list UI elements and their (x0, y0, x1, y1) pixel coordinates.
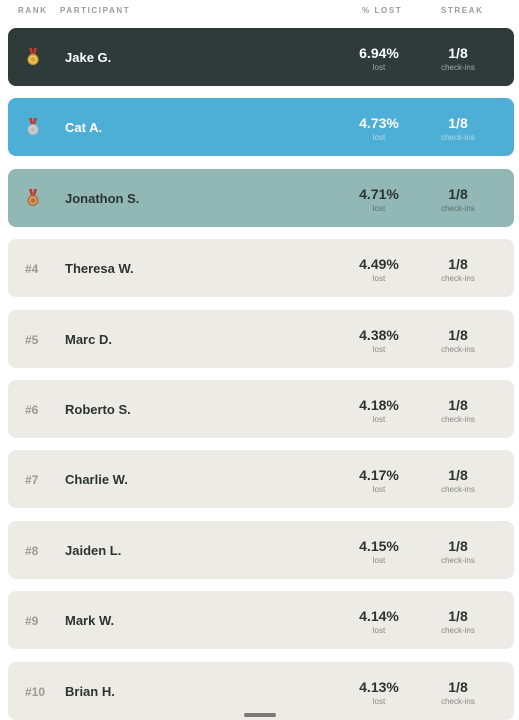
participant-name: Jaiden L. (65, 542, 122, 558)
streak-caption: check-ins (441, 415, 475, 424)
leaderboard-row: #5 Marc D. 4.38% lost 1/8 check-ins (8, 309, 514, 368)
percent-lost-caption: lost (372, 415, 386, 424)
leaderboard-row: #4 Theresa W. 4.49% lost 1/8 check-ins (8, 239, 514, 298)
medal-icon (26, 188, 40, 212)
rank-label: #8 (25, 543, 39, 558)
percent-lost-caption: lost (372, 274, 386, 284)
percent-lost: 4.18% (359, 397, 399, 413)
percent-lost-caption: lost (372, 626, 386, 636)
header-participant: PARTICIPANT (60, 6, 131, 15)
percent-lost: 4.14% (359, 608, 399, 625)
header-rank: RANK (18, 6, 48, 15)
streak-value: 1/8 (448, 608, 468, 625)
rank-label: #7 (25, 473, 39, 488)
participant-name: Mark W. (65, 613, 115, 629)
participant-name: Marc D. (65, 331, 112, 347)
streak-caption: check-ins (441, 344, 475, 354)
percent-lost-caption: lost (372, 485, 386, 495)
participant-name: Jake G. (65, 50, 112, 65)
percent-lost-caption: lost (372, 555, 386, 565)
percent-lost-caption: lost (372, 696, 386, 706)
leaderboard-row: Cat A. 4.73% lost 1/8 check-ins (8, 98, 514, 157)
streak-value: 1/8 (448, 537, 468, 554)
percent-lost: 4.49% (359, 256, 399, 273)
leaderboard-row: #8 Jaiden L. 4.15% lost 1/8 check-ins (8, 520, 514, 579)
leaderboard-row: #6 Roberto S. 4.18% lost 1/8 check-ins (8, 380, 514, 438)
leaderboard-row: #7 Charlie W. 4.17% lost 1/8 check-ins (8, 450, 514, 509)
percent-lost: 4.17% (359, 467, 399, 484)
percent-lost: 4.13% (359, 678, 399, 695)
rank-label: #5 (25, 332, 39, 347)
streak-value: 1/8 (448, 256, 468, 273)
medal-icon (26, 118, 40, 141)
streak-caption: check-ins (441, 626, 475, 636)
participant-name: Theresa W. (65, 261, 134, 277)
header-streak: STREAK (441, 6, 484, 15)
streak-caption: check-ins (441, 485, 475, 495)
participant-name: Brian H. (65, 683, 115, 699)
header-lost: % LOST (362, 6, 403, 15)
rank-label: #4 (25, 262, 39, 277)
percent-lost: 6.94% (359, 45, 399, 61)
leaderboard-row: Jonathon S. 4.71% lost 1/8 check-ins (8, 168, 514, 227)
percent-lost-caption: lost (372, 344, 386, 354)
home-indicator (244, 713, 276, 717)
rank-label: #6 (25, 403, 39, 417)
streak-value: 1/8 (448, 45, 468, 61)
streak-value: 1/8 (448, 397, 468, 413)
streak-caption: check-ins (441, 63, 475, 72)
streak-value: 1/8 (448, 326, 468, 343)
percent-lost-caption: lost (372, 133, 386, 143)
participant-name: Roberto S. (65, 402, 131, 417)
participant-name: Charlie W. (65, 472, 128, 488)
streak-value: 1/8 (448, 115, 468, 132)
streak-caption: check-ins (441, 555, 475, 565)
rank-label: #10 (25, 684, 46, 699)
participant-name: Jonathon S. (65, 190, 140, 206)
percent-lost: 4.73% (359, 115, 399, 132)
percent-lost: 4.38% (359, 326, 399, 343)
leaderboard-row: #10 Brian H. 4.13% lost 1/8 check-ins (8, 661, 514, 720)
leaderboard-row: Jake G. 6.94% lost 1/8 check-ins (8, 28, 514, 86)
medal-icon (26, 48, 40, 71)
streak-value: 1/8 (448, 678, 468, 695)
participant-name: Cat A. (65, 120, 103, 136)
percent-lost-caption: lost (372, 63, 386, 72)
streak-caption: check-ins (441, 696, 475, 706)
streak-value: 1/8 (448, 467, 468, 484)
percent-lost: 4.71% (359, 185, 399, 202)
streak-caption: check-ins (441, 203, 475, 213)
streak-caption: check-ins (441, 274, 475, 284)
percent-lost: 4.15% (359, 537, 399, 554)
streak-value: 1/8 (448, 185, 468, 202)
streak-caption: check-ins (441, 133, 475, 143)
rank-label: #9 (25, 614, 39, 629)
percent-lost-caption: lost (372, 203, 386, 213)
leaderboard-row: #9 Mark W. 4.14% lost 1/8 check-ins (8, 591, 514, 650)
